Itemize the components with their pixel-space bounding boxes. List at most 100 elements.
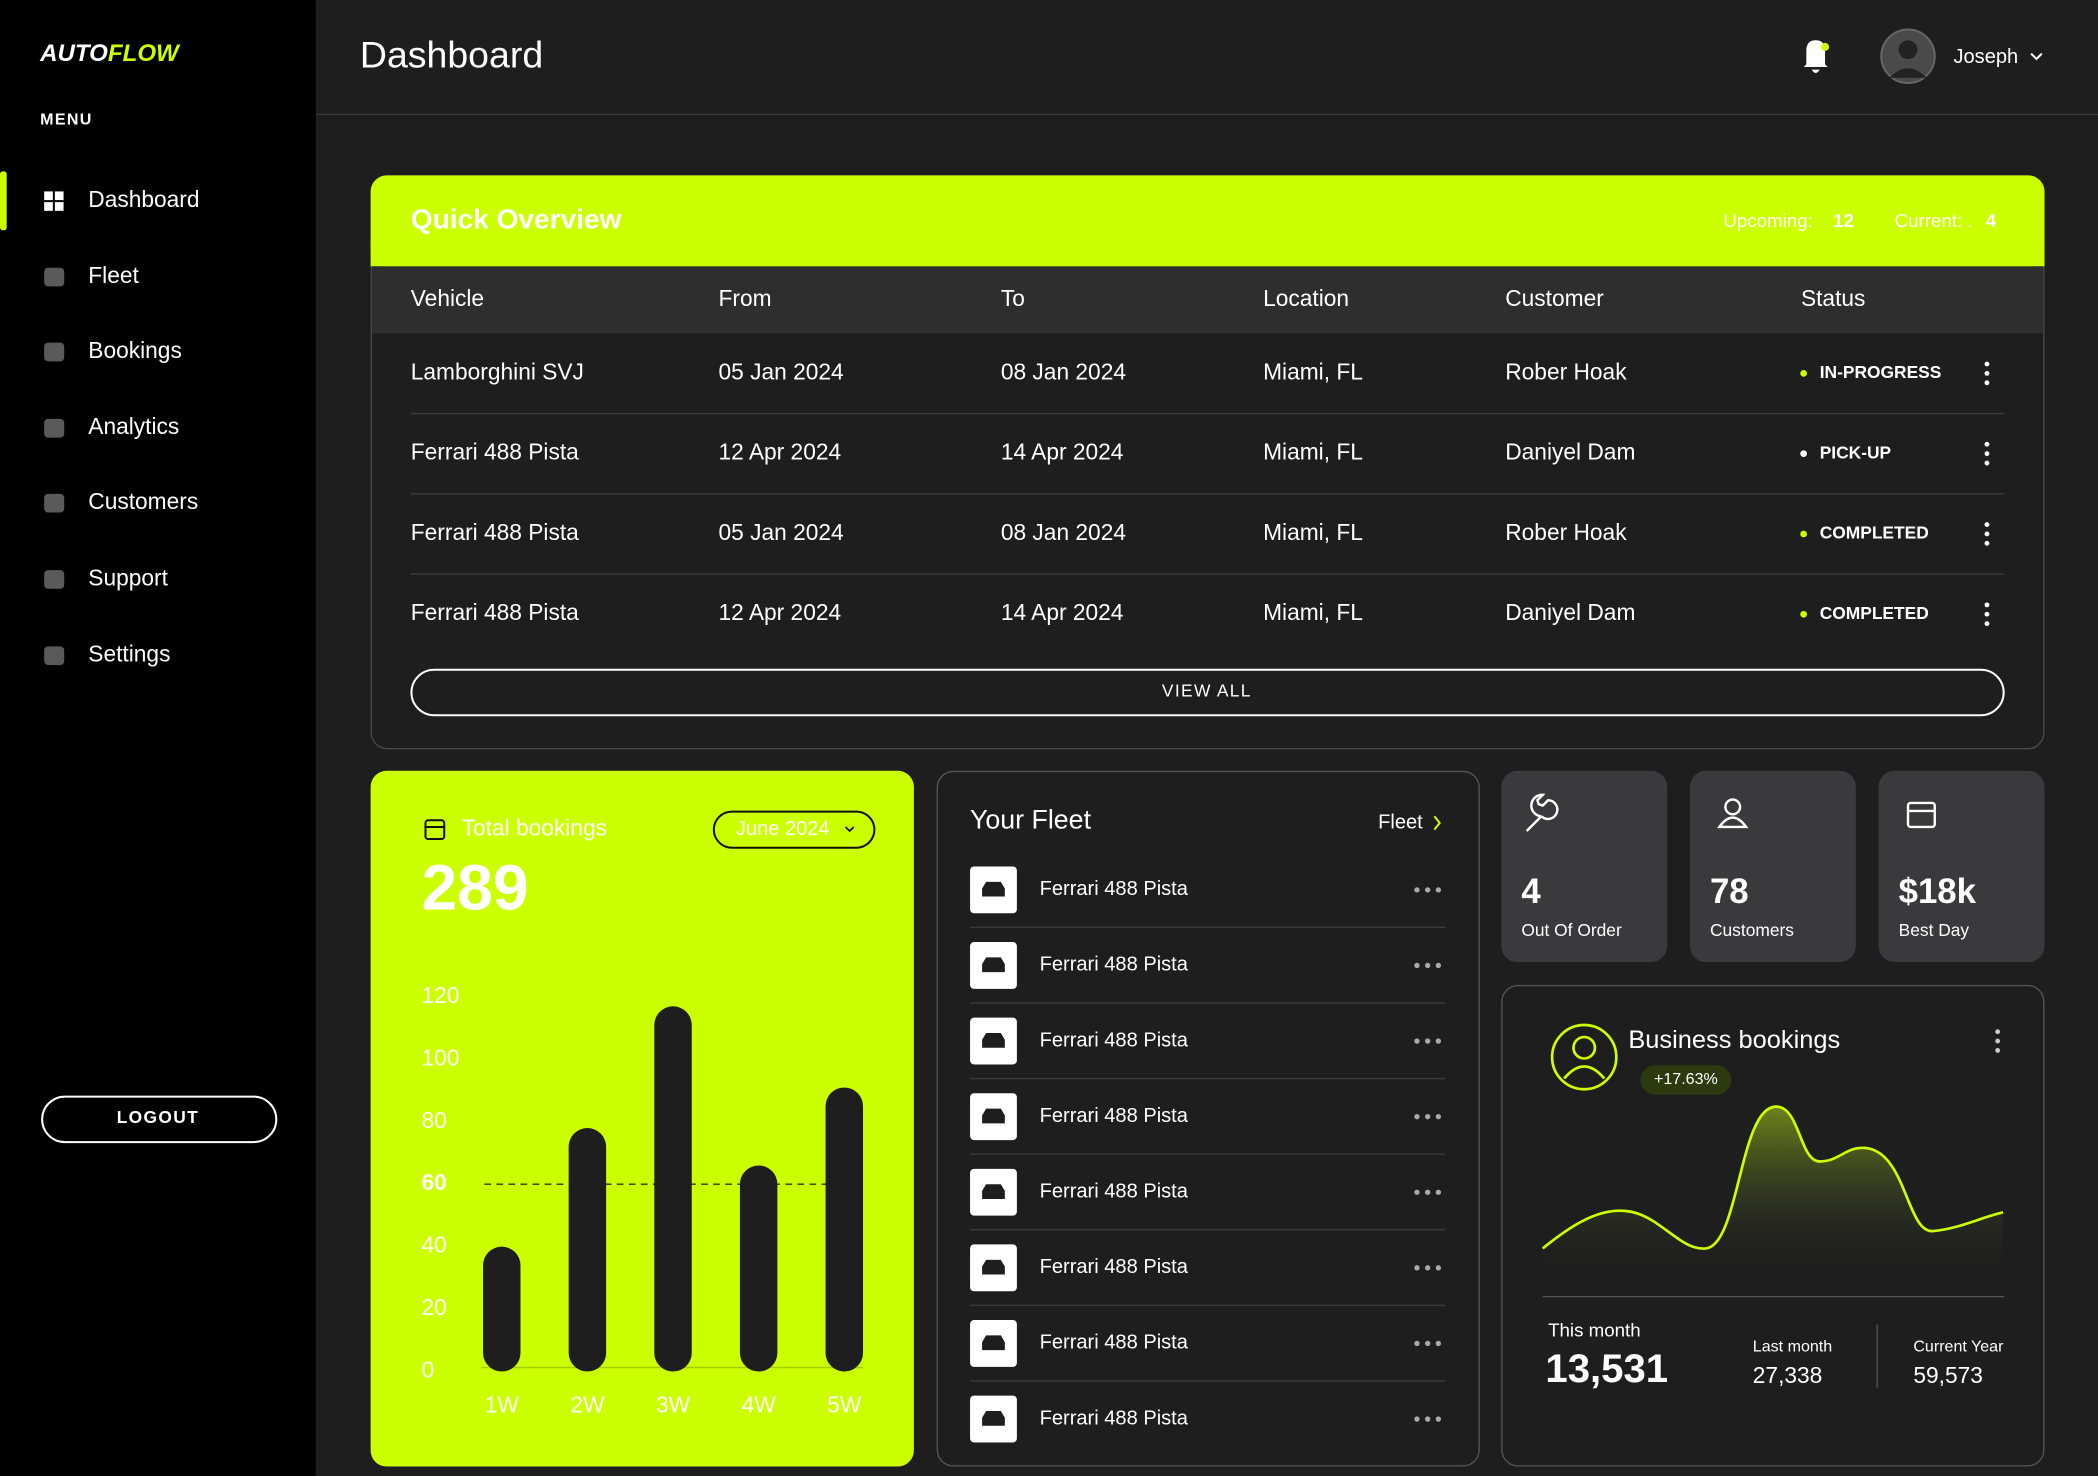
card-menu[interactable]: [1995, 1038, 2001, 1044]
item-menu[interactable]: [1414, 1113, 1420, 1120]
item-menu[interactable]: [1424, 1265, 1431, 1271]
row-menu[interactable]: [1984, 361, 1990, 367]
row-menu[interactable]: [1984, 451, 1990, 457]
row-menu[interactable]: [1984, 531, 1990, 537]
y-tick-label: 120: [421, 982, 459, 1008]
active-indicator: [0, 171, 7, 231]
menu-item[interactable]: Analytics: [88, 413, 179, 439]
bar: [654, 1006, 692, 1372]
row-menu[interactable]: [1984, 540, 1990, 546]
row-menu[interactable]: [1984, 380, 1990, 386]
status-dot: [1800, 610, 1807, 618]
business-avatar-body: [1563, 1065, 1606, 1080]
car-icon: [982, 1259, 1005, 1275]
item-menu[interactable]: [1435, 1265, 1442, 1271]
table-header: [371, 266, 2044, 334]
bar: [483, 1246, 521, 1372]
menu-item[interactable]: Settings: [88, 641, 170, 667]
view-all-label[interactable]: VIEW ALL: [1162, 680, 1252, 700]
table-cell: 08 Jan 2024: [1001, 519, 1126, 545]
period-dropdown[interactable]: [712, 810, 876, 849]
item-menu[interactable]: [1435, 1340, 1442, 1347]
row-menu[interactable]: [1984, 370, 1990, 376]
avatar-head: [1898, 40, 1918, 59]
item-menu[interactable]: [1435, 1416, 1442, 1422]
fleet-link[interactable]: Fleet: [1378, 811, 1423, 833]
table-cell: 05 Jan 2024: [719, 358, 844, 384]
stat-label: Best Day: [1899, 920, 1970, 940]
logout-label[interactable]: LOGOUT: [117, 1107, 199, 1127]
table-cell: 05 Jan 2024: [719, 519, 844, 545]
business-title: Business bookings: [1628, 1026, 1840, 1054]
x-tick-label: 4W: [742, 1391, 777, 1417]
item-menu[interactable]: [1424, 962, 1431, 969]
column-header: Vehicle: [411, 285, 484, 311]
menu-item[interactable]: Fleet: [88, 262, 139, 288]
car-icon: [982, 881, 1005, 897]
item-menu[interactable]: [1414, 962, 1420, 969]
item-menu[interactable]: [1424, 1038, 1431, 1044]
current-label: Current: .: [1895, 210, 1973, 231]
row-menu[interactable]: [1984, 441, 1990, 447]
item-menu[interactable]: [1424, 1416, 1431, 1422]
menu-icon: [44, 570, 65, 589]
row-menu[interactable]: [1984, 602, 1990, 608]
status: COMPLETED: [1820, 603, 1929, 623]
item-menu[interactable]: [1424, 1340, 1431, 1347]
fleet-item: Ferrari 488 Pista: [1040, 1181, 1189, 1203]
table-cell: Daniyel Dam: [1505, 599, 1635, 625]
current-year-label: Current Year: [1913, 1338, 2004, 1356]
item-menu[interactable]: [1435, 1189, 1442, 1195]
period-label[interactable]: June 2024: [736, 818, 830, 840]
item-menu[interactable]: [1424, 1113, 1431, 1120]
view-all-button[interactable]: [410, 668, 2005, 717]
user-name[interactable]: Joseph: [1953, 46, 2018, 68]
row-menu[interactable]: [1984, 460, 1990, 466]
status-dot: [1800, 450, 1807, 458]
item-menu[interactable]: [1424, 1189, 1431, 1195]
menu-icon: [44, 191, 53, 201]
item-menu[interactable]: [1424, 887, 1431, 893]
y-tick-label: 20: [421, 1294, 446, 1320]
item-menu[interactable]: [1414, 1416, 1420, 1422]
menu-item[interactable]: Bookings: [88, 337, 182, 363]
row-menu[interactable]: [1984, 522, 1990, 527]
overview-header: [370, 240, 2045, 267]
bar: [825, 1087, 864, 1372]
item-menu[interactable]: [1414, 1265, 1420, 1271]
current-value: 4: [1986, 210, 1997, 231]
table-cell: Rober Hoak: [1505, 519, 1627, 545]
item-menu[interactable]: [1435, 1038, 1442, 1044]
item-menu[interactable]: [1435, 887, 1442, 893]
item-menu[interactable]: [1414, 1189, 1420, 1195]
logout-button[interactable]: [41, 1095, 278, 1144]
card-menu[interactable]: [1995, 1029, 2001, 1035]
menu-item[interactable]: Support: [88, 564, 168, 590]
item-menu[interactable]: [1435, 1113, 1442, 1120]
y-tick-label: 0: [421, 1357, 434, 1383]
menu-item[interactable]: Dashboard: [88, 186, 199, 212]
menu-icon: [44, 202, 53, 211]
sidebar: [0, 0, 316, 1476]
table-cell: Daniyel Dam: [1505, 439, 1635, 465]
item-menu[interactable]: [1414, 1340, 1420, 1347]
card-menu[interactable]: [1995, 1048, 2001, 1053]
logo-part: FLOW: [108, 40, 181, 67]
business-avatar: [1550, 1023, 1618, 1091]
row-menu[interactable]: [1984, 611, 1990, 617]
item-menu[interactable]: [1414, 887, 1420, 893]
item-menu[interactable]: [1435, 962, 1442, 969]
menu-title: MENU: [40, 111, 93, 129]
stat-label: Customers: [1710, 920, 1794, 940]
person-icon: [1724, 798, 1742, 816]
row-menu[interactable]: [1984, 621, 1990, 627]
status-dot: [1800, 370, 1807, 377]
status-dot: [1800, 530, 1807, 538]
table-cell: Ferrari 488 Pista: [411, 599, 579, 625]
item-menu[interactable]: [1414, 1038, 1420, 1044]
car-icon: [982, 1108, 1005, 1124]
wrench-icon: [1525, 793, 1559, 832]
menu-item[interactable]: Customers: [88, 488, 198, 514]
